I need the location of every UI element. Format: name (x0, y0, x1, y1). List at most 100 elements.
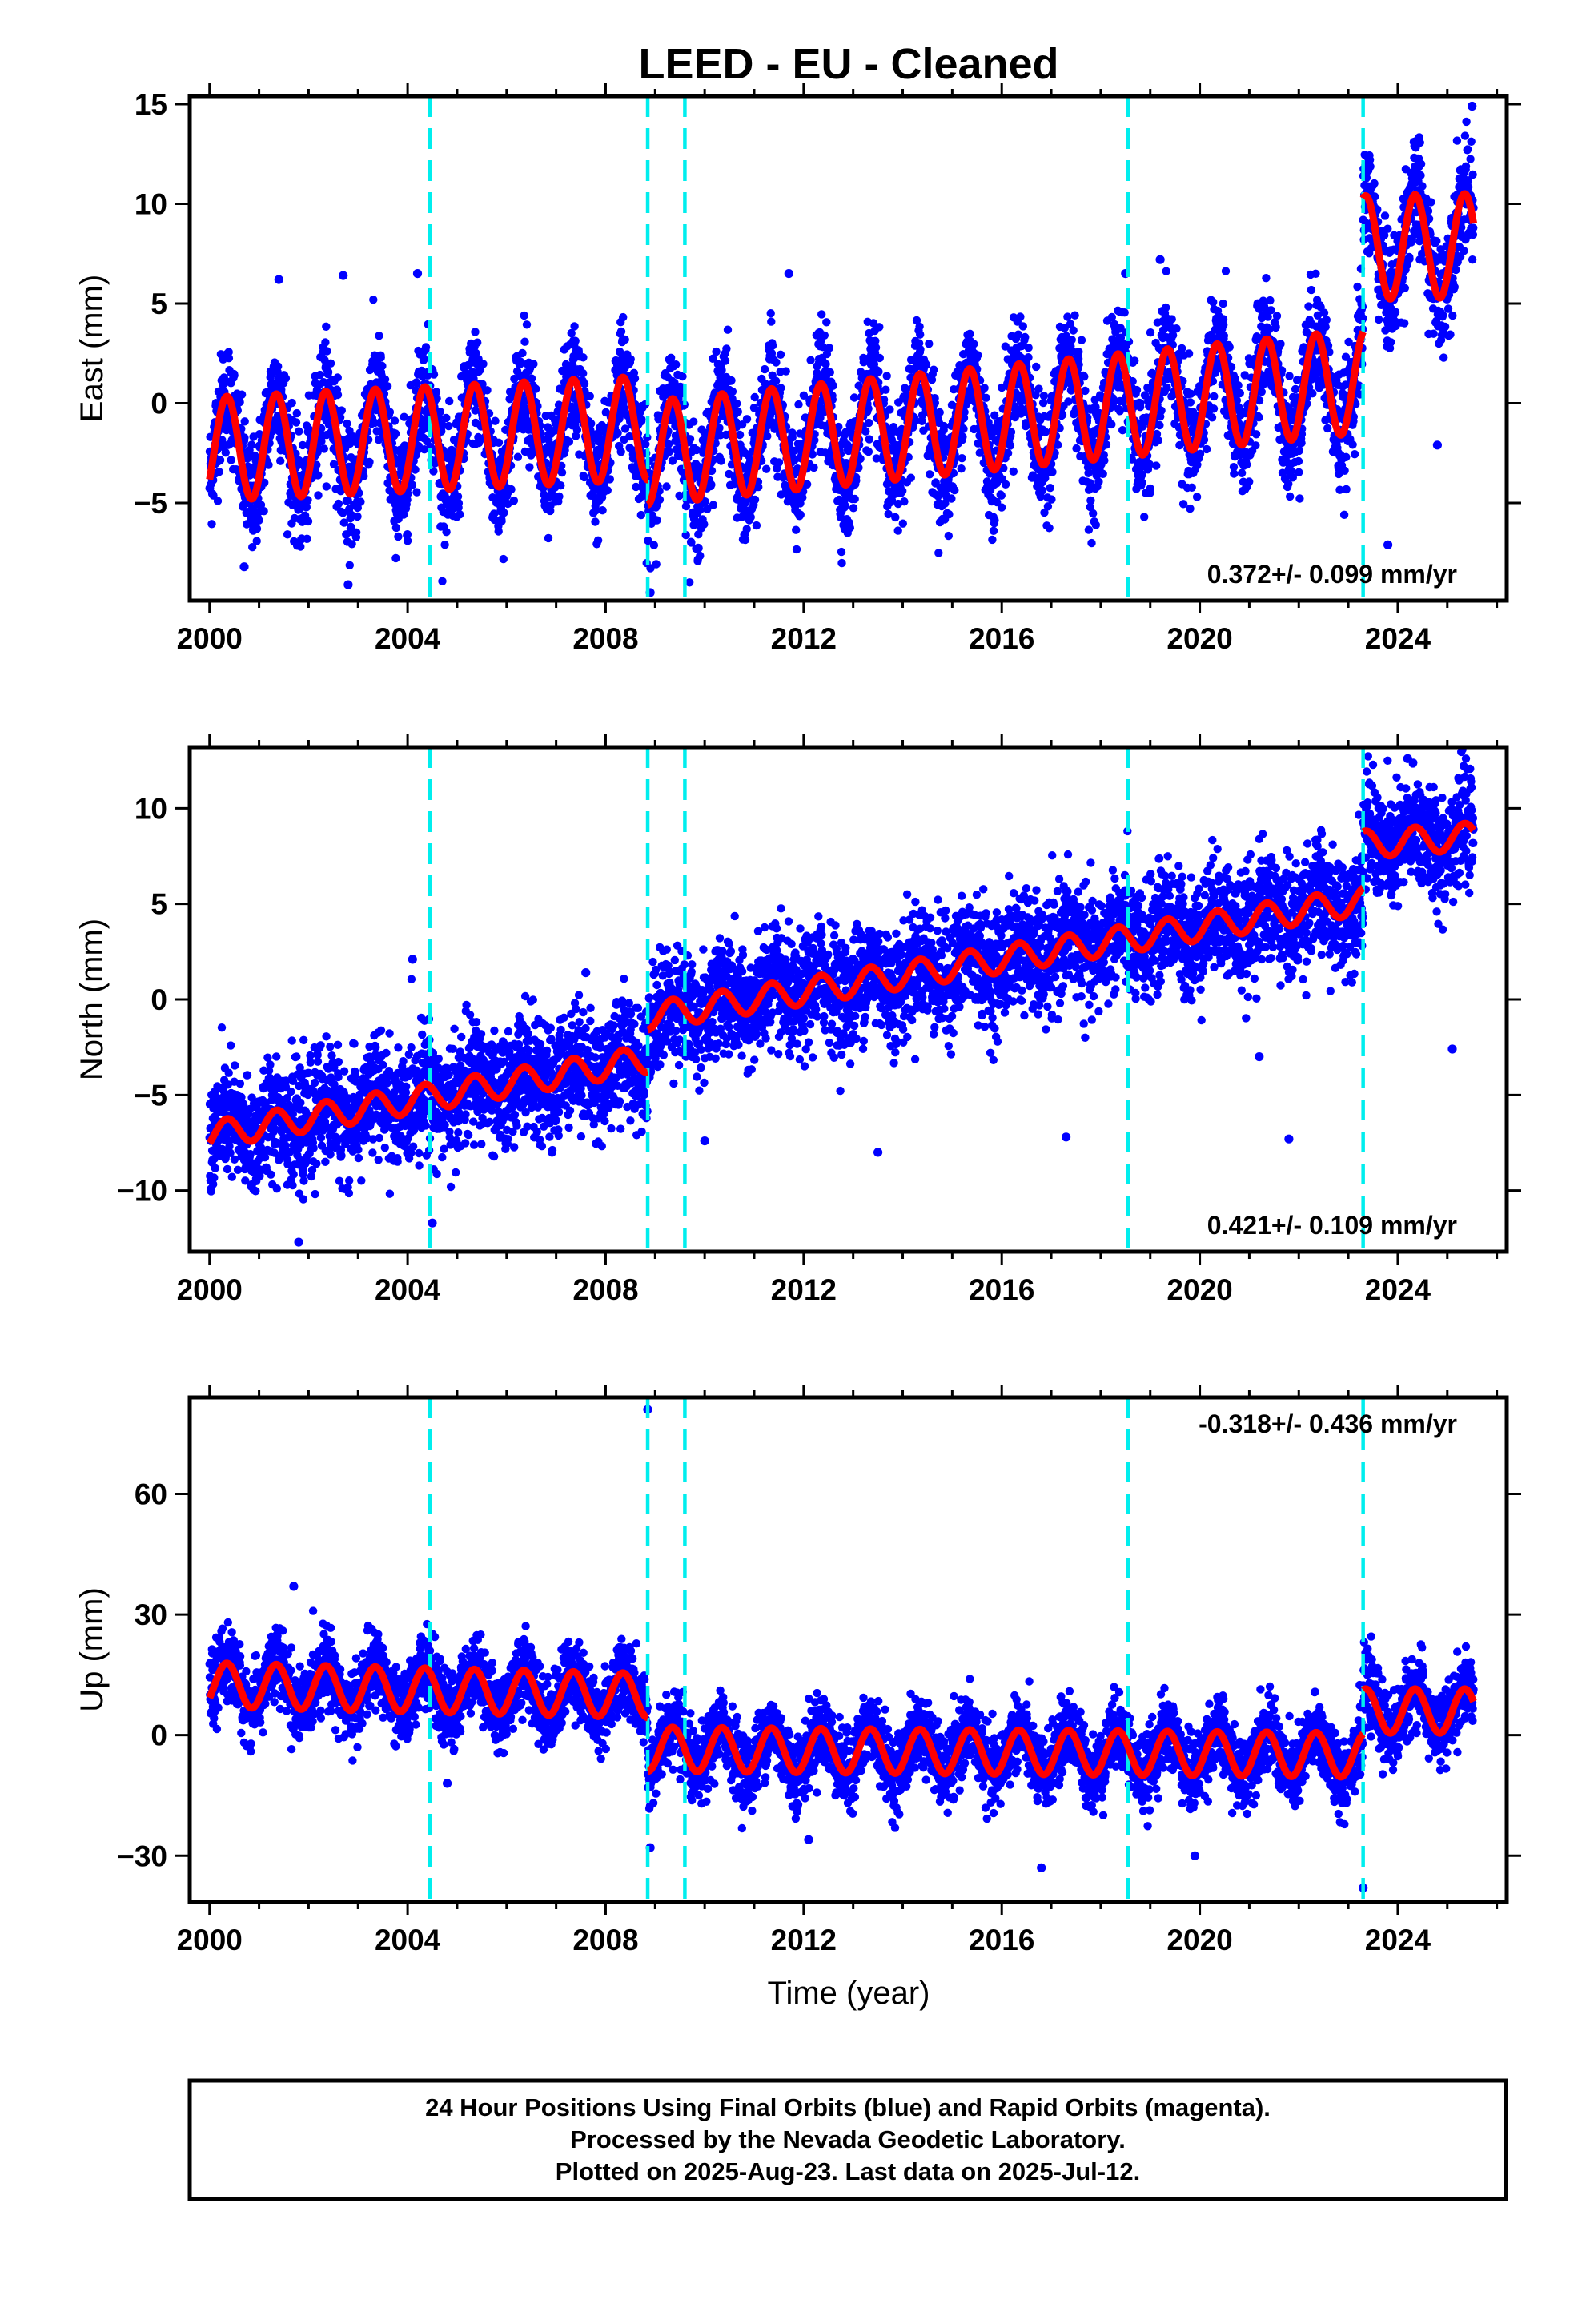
data-point (507, 485, 516, 494)
data-point (227, 456, 235, 464)
data-point (1219, 332, 1229, 340)
data-point (810, 436, 819, 444)
data-point (652, 516, 661, 525)
data-point (296, 542, 305, 551)
data-point (1207, 413, 1217, 422)
data-point (491, 416, 500, 425)
data-point (1087, 538, 1096, 548)
data-point (400, 412, 408, 421)
data-point (252, 525, 262, 533)
data-point (970, 340, 978, 348)
data-point (403, 530, 412, 539)
data-point (630, 374, 640, 383)
data-point (632, 482, 640, 492)
data-point (709, 501, 718, 509)
data-point (891, 513, 900, 522)
data-point (1107, 420, 1116, 429)
data-point (333, 390, 343, 400)
data-point (322, 482, 331, 491)
data-point (479, 360, 488, 368)
data-point (1067, 336, 1076, 344)
data-point (1138, 478, 1146, 487)
data-point (412, 379, 421, 388)
data-point (875, 353, 885, 363)
data-point (240, 417, 249, 426)
data-point (620, 404, 629, 413)
data-point (620, 335, 629, 344)
data-point (1047, 495, 1056, 504)
data-point (529, 360, 538, 368)
data-point (703, 505, 712, 513)
data-point (1038, 398, 1048, 408)
data-point (390, 416, 400, 425)
data-point (799, 391, 809, 400)
data-point (861, 427, 870, 436)
data-point (696, 551, 705, 561)
data-point (421, 343, 431, 352)
data-point (792, 545, 801, 554)
data-point (295, 427, 303, 436)
data-point (322, 322, 331, 331)
data-point (489, 509, 499, 518)
data-point (572, 432, 580, 440)
data-point (717, 456, 725, 465)
data-point (825, 368, 835, 377)
data-point (580, 380, 589, 388)
data-point (509, 496, 519, 505)
data-point (1021, 332, 1030, 342)
data-point (1225, 343, 1234, 352)
data-point (1018, 322, 1028, 331)
data-point (527, 374, 536, 383)
data-point (1219, 299, 1227, 308)
data-point (1081, 386, 1090, 396)
data-point (712, 347, 721, 356)
data-point (709, 354, 717, 363)
data-point (260, 478, 269, 487)
data-point (1262, 274, 1271, 283)
data-point (626, 355, 635, 364)
data-point (950, 485, 959, 495)
data-point (792, 525, 801, 534)
data-point (1038, 486, 1047, 495)
data-point (1098, 469, 1107, 478)
data-point (525, 463, 534, 472)
data-point (728, 387, 737, 396)
data-point (1271, 323, 1280, 332)
data-point (742, 415, 752, 424)
data-point (403, 537, 412, 545)
data-point (1084, 525, 1094, 534)
data-point (1140, 513, 1149, 521)
data-point (1304, 302, 1313, 311)
data-point (906, 473, 916, 482)
data-point (473, 338, 482, 347)
data-point (947, 494, 956, 503)
data-point (453, 492, 463, 501)
data-point (1286, 492, 1295, 501)
data-point (276, 456, 285, 465)
data-point (722, 344, 731, 353)
data-point (591, 517, 600, 526)
data-point (351, 528, 361, 537)
data-point (806, 356, 815, 364)
data-point (817, 310, 826, 319)
data-point (1157, 406, 1166, 415)
data-point (750, 392, 759, 402)
data-point (302, 503, 311, 512)
data-point (1285, 372, 1294, 380)
data-point (1266, 296, 1275, 305)
data-point (1243, 460, 1251, 469)
data-point (767, 317, 776, 326)
data-point (323, 347, 331, 356)
data-point (1235, 388, 1245, 398)
data-point (442, 413, 451, 423)
data-point (988, 535, 997, 545)
data-point (287, 398, 296, 408)
data-point (958, 432, 967, 441)
data-point (353, 512, 362, 521)
data-point (391, 553, 400, 563)
data-point (564, 437, 574, 446)
data-point (875, 323, 884, 332)
data-point (365, 457, 374, 467)
data-point (1230, 469, 1239, 478)
data-point (694, 530, 703, 539)
